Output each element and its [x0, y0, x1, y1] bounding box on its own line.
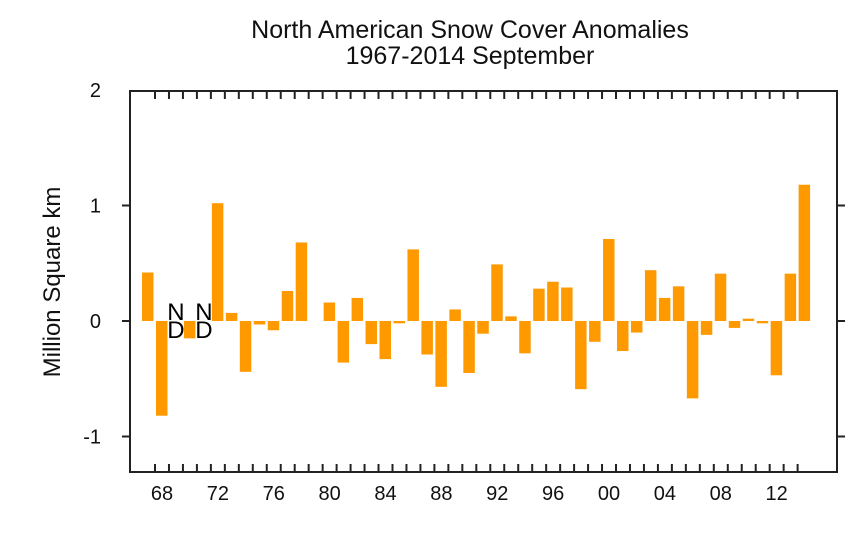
plot-frame [129, 90, 838, 473]
bar-2004 [658, 297, 671, 321]
bar-1970 [183, 321, 196, 339]
bar-1984 [379, 321, 391, 360]
bar-1986 [407, 249, 419, 321]
bar-2002 [630, 321, 643, 333]
x-tick-label: 12 [766, 483, 788, 505]
bar-2007 [700, 321, 713, 335]
bar-2014 [798, 184, 811, 321]
bar-1999 [589, 321, 601, 342]
bar-1995 [533, 288, 545, 321]
bar-1987 [421, 321, 433, 355]
x-tick-label: 96 [542, 483, 564, 505]
nd-letter-d: D [195, 317, 212, 344]
bar-2013 [784, 273, 797, 321]
bar-1998 [575, 321, 587, 390]
x-tick-label: 84 [374, 483, 396, 505]
x-tick-label: 92 [486, 483, 508, 505]
x-tick-label: 04 [654, 483, 676, 505]
x-tick-label: 08 [710, 483, 732, 505]
bar-1977 [281, 290, 294, 321]
nd-letter-n: N [195, 299, 212, 326]
bar-1973 [225, 312, 238, 321]
bar-1978 [295, 242, 308, 321]
x-tick-label: 72 [207, 483, 229, 505]
x-tick-label: 76 [263, 483, 285, 505]
nd-label-1971: ND [195, 299, 212, 344]
x-tick-label: 88 [430, 483, 452, 505]
x-tick-label: 00 [598, 483, 620, 505]
x-tick-label: 68 [151, 483, 173, 505]
chart-title: North American Snow Cover Anomalies [251, 16, 689, 44]
bar-2006 [686, 321, 699, 399]
bar-2012 [770, 321, 783, 376]
bar-1980 [323, 302, 336, 321]
bar-2000 [603, 238, 615, 321]
bar-1981 [337, 321, 350, 363]
bar-1997 [561, 287, 573, 321]
bar-1992 [491, 264, 503, 321]
bar-2001 [617, 321, 629, 352]
bar-1991 [477, 321, 489, 334]
bar-1988 [435, 321, 447, 387]
nd-label-1969: ND [167, 299, 184, 344]
bar-1983 [365, 321, 378, 345]
x-tick-label: 80 [319, 483, 341, 505]
bar-1996 [547, 281, 559, 321]
bar-1982 [351, 297, 364, 321]
bar-1967 [142, 272, 154, 321]
bar-2010 [742, 318, 755, 321]
bar-1972 [211, 203, 224, 321]
bar-1990 [463, 321, 475, 373]
x-tick-labels: 68 72 76 80 84 88 92 96 00 04 08 12 [151, 483, 788, 505]
bar-1994 [519, 321, 531, 354]
y-tick-label: 0 [90, 311, 101, 333]
bar-2009 [728, 321, 741, 328]
bar-1993 [505, 316, 517, 321]
y-tick-labels: 2 1 0 -1 [83, 80, 101, 449]
nd-letter-n: N [167, 299, 184, 326]
bar-2005 [672, 286, 685, 321]
bar-1976 [267, 321, 280, 331]
bars-group [142, 184, 811, 416]
bar-1968 [156, 321, 168, 416]
bar-1974 [239, 321, 252, 372]
bar-2008 [714, 273, 727, 321]
chart-subtitle: 1967-2014 September [346, 42, 595, 70]
axis-ticks [122, 91, 845, 472]
y-tick-label: 1 [90, 196, 101, 218]
bar-2003 [644, 270, 657, 321]
y-tick-label: 2 [90, 80, 101, 102]
bar-1975 [253, 321, 266, 325]
nd-letter-d: D [167, 317, 184, 344]
y-tick-label: -1 [83, 427, 101, 449]
y-axis-label: Million Square km [39, 187, 66, 378]
bar-1985 [393, 321, 405, 324]
bar-2011 [756, 321, 769, 324]
bar-1989 [449, 309, 461, 321]
